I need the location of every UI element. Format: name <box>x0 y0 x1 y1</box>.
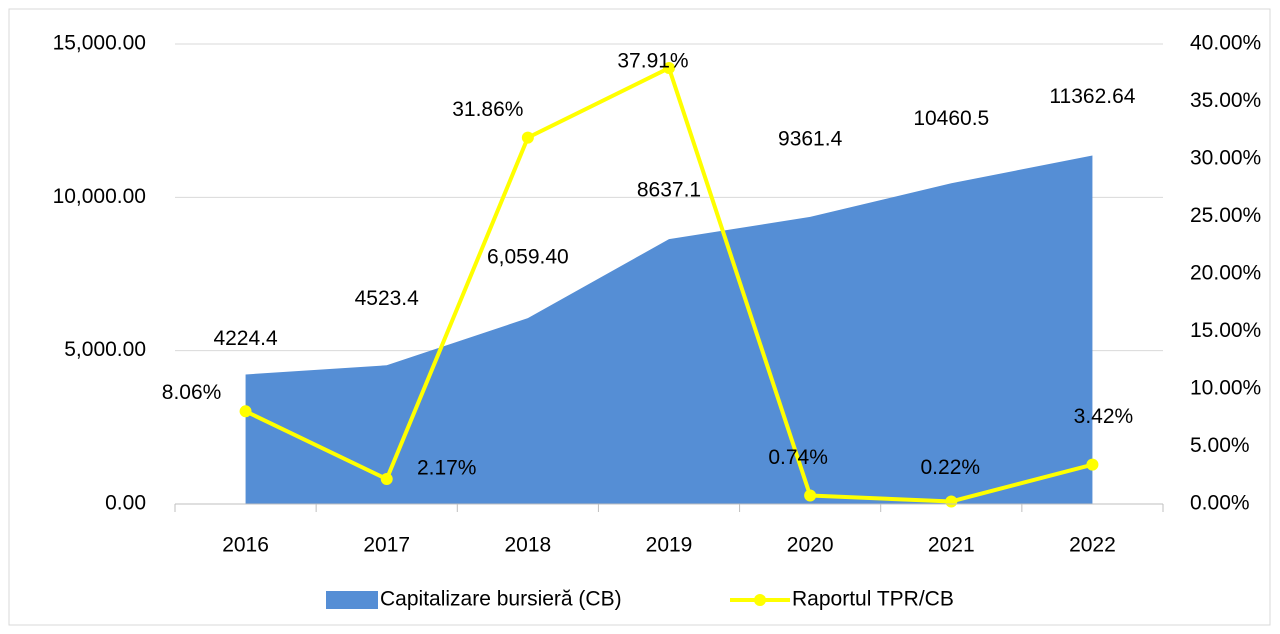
data-label: 6,059.40 <box>487 246 569 269</box>
legend-label: Capitalizare bursieră (CB) <box>380 588 622 611</box>
y2-tick-label: 20.00% <box>1190 262 1261 285</box>
legend-label: Raportul TPR/CB <box>792 588 954 611</box>
marker <box>663 62 675 75</box>
data-label: 37.91% <box>617 50 688 73</box>
y2-tick-label: 30.00% <box>1190 147 1261 170</box>
marker <box>380 473 393 486</box>
legend-swatch <box>326 591 378 609</box>
data-label: 8.06% <box>162 381 222 404</box>
data-label: 4523.4 <box>355 287 420 310</box>
y2-tick-label: 10.00% <box>1190 377 1261 400</box>
y2-tick-label: 0.00% <box>1190 492 1250 515</box>
y-tick-label: 10,000.00 <box>53 185 146 208</box>
marker <box>239 405 252 418</box>
data-label: 11362.64 <box>1049 85 1135 108</box>
x-tick-label: 2021 <box>928 534 975 557</box>
x-tick-label: 2018 <box>504 534 551 557</box>
data-label: 4224.4 <box>213 327 278 350</box>
marker <box>945 495 958 508</box>
marker <box>1086 458 1099 471</box>
data-label: 9361.4 <box>778 127 843 150</box>
x-tick-label: 2017 <box>363 534 410 557</box>
marker <box>521 131 534 144</box>
y-tick-label: 0.00 <box>105 492 146 515</box>
x-tick-label: 2022 <box>1069 534 1116 557</box>
data-label: 0.74% <box>768 446 828 469</box>
y-tick-label: 5,000.00 <box>64 338 146 361</box>
y2-tick-label: 35.00% <box>1190 89 1261 112</box>
y-tick-label: 15,000.00 <box>53 32 146 55</box>
data-label: 0.22% <box>921 456 981 479</box>
data-label: 10460.5 <box>913 107 989 130</box>
marker <box>804 489 817 502</box>
data-label: 8637.1 <box>637 179 701 202</box>
x-tick-label: 2019 <box>646 534 693 557</box>
legend-marker <box>754 594 766 606</box>
y2-tick-label: 15.00% <box>1190 319 1261 342</box>
y2-tick-label: 25.00% <box>1190 204 1261 227</box>
y2-tick-label: 40.00% <box>1190 32 1261 55</box>
x-tick-label: 2020 <box>787 534 834 557</box>
data-label: 3.42% <box>1074 405 1134 428</box>
area <box>245 155 1093 504</box>
data-label: 2.17% <box>417 457 477 480</box>
data-label: 31.86% <box>452 98 523 121</box>
x-tick-label: 2016 <box>222 534 269 557</box>
y2-tick-label: 5.00% <box>1190 434 1250 457</box>
